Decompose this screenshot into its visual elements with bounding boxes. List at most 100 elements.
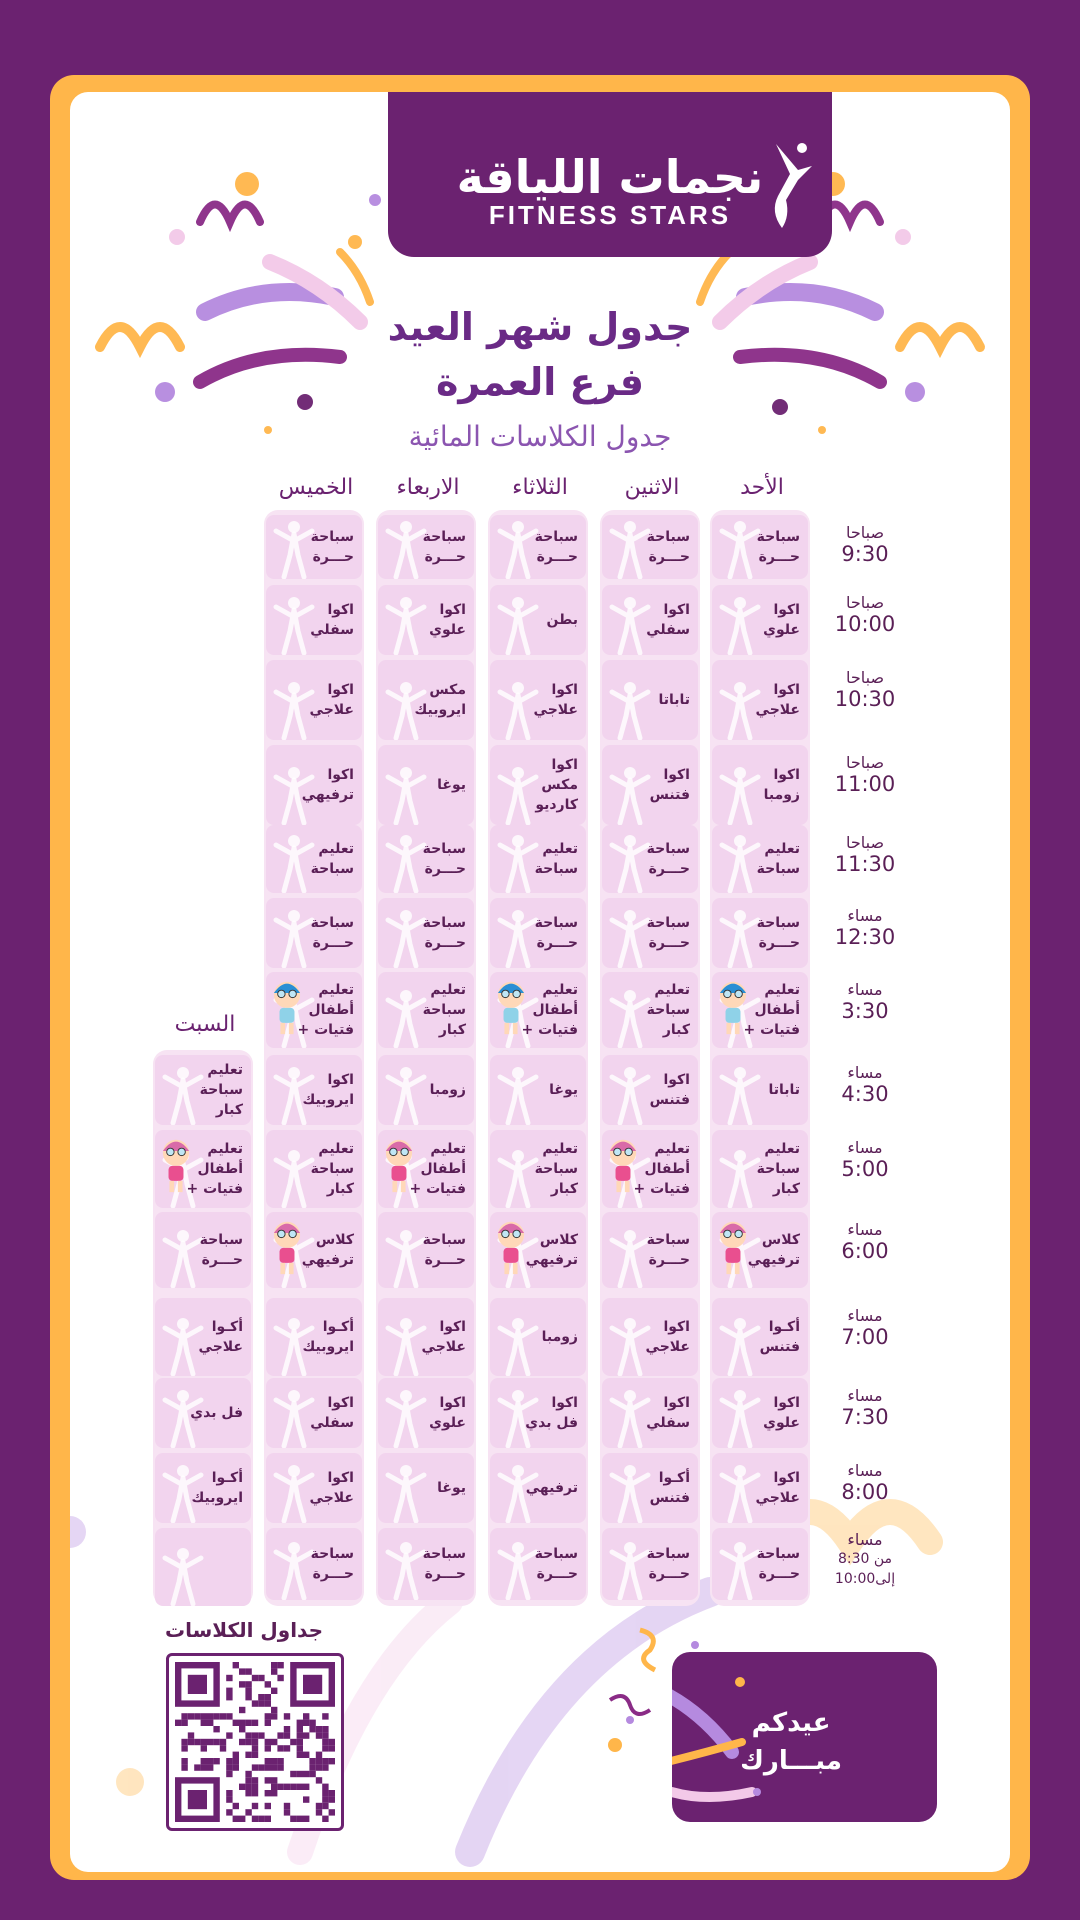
time-value: 8:00 [841,1480,889,1504]
class-cell: اكوا علوي [712,585,808,655]
class-cell: اكوا سفلي [266,1378,362,1448]
kid-swimmer-icon [268,978,306,1040]
exercise-figure-icon [494,1314,542,1376]
time-value: 12:30 [834,925,896,949]
logo-tab: نجمات اللياقة FITNESS STARS [388,92,832,257]
class-cell: تعليم سباحة [266,825,362,893]
class-name: تعليم سباحة كبار [199,1062,243,1118]
exercise-figure-icon [606,986,654,1048]
exercise-figure-icon [606,831,654,893]
class-cell: تعليم أطفال + فتيات [378,1130,474,1208]
time-period: صباحا [845,753,885,772]
class-name: اكوا علاجي [645,1319,690,1355]
class-name: اكوا علاجي [533,682,578,718]
brand-arabic: نجمات اللياقة [456,150,764,204]
exercise-figure-icon [270,678,318,740]
exercise-figure-icon [716,1314,764,1376]
class-cell: تعليم أطفال + فتيات [602,1130,698,1208]
class-name: أكـوا علاجي [198,1319,243,1355]
time-value: 10:30 [834,687,896,711]
class-cell: سباحة حـــرة [266,898,362,968]
time-slot-12: مساء 8:00 [830,1461,900,1504]
class-name: سباحة حـــرة [756,1546,800,1582]
class-cell: يوغا [378,745,474,825]
class-name: أكـوا فتنس [649,1470,690,1506]
page-title: جدول شهر العيد [387,305,693,349]
class-name: زومبا [429,1082,466,1098]
class-cell: مكس ايروبيك [378,660,474,740]
exercise-figure-icon [716,517,764,579]
time-period: صباحا [845,668,885,687]
exercise-figure-icon [270,906,318,968]
class-cell: سباحة حـــرة [602,825,698,893]
qr-code[interactable] [166,1653,344,1831]
class-cell: تعليم سباحة [712,825,808,893]
class-cell: اكوا علوي [378,585,474,655]
class-name: اكوا علاجي [755,682,800,718]
class-cell: بطن [490,585,586,655]
class-name: تعليم سباحة كبار [756,1141,800,1197]
exercise-figure-icon [382,678,430,740]
class-cell: أكـوا علاجي [155,1298,251,1376]
class-cell: تعليم سباحة [490,825,586,893]
streamer-decoration [608,1627,699,1752]
class-name: سباحة حـــرة [310,529,354,565]
class-name: اكوا ترفيهي [301,767,354,803]
exercise-figure-icon [159,1544,207,1606]
class-name: يوغا [549,1082,578,1098]
exercise-figure-icon [270,1386,318,1448]
kid-swimmer-icon [157,1136,195,1198]
class-name: اكوا سفلي [310,1395,354,1431]
class-cell: تعليم أطفال + فتيات [266,972,362,1048]
exercise-figure-icon [716,593,764,655]
exercise-figure-icon [159,1063,207,1125]
class-name: تعليم سباحة [756,841,800,877]
kid-swimmer-icon [492,1218,530,1280]
class-cell: سباحة حـــرة [266,1528,362,1600]
time-slot-7: مساء 4:30 [830,1063,900,1106]
class-cell: اكوا علاجي [378,1298,474,1376]
exercise-figure-icon [382,906,430,968]
time-period: صباحا [845,523,885,542]
exercise-figure-icon [606,1461,654,1523]
class-name: سباحة حـــرة [646,915,690,951]
class-name: يوغا [437,777,466,793]
class-cell: سباحة حـــرة [490,1528,586,1600]
class-cell: تعليم سباحة كبار [712,1130,808,1208]
class-name: تعليم أطفال + فتيات [297,982,354,1038]
class-name: كلاس ترفيهي [747,1232,800,1268]
time-period: صباحا [845,593,885,612]
class-cell: أكـوا فتنس [602,1453,698,1523]
class-name: سباحة حـــرة [646,841,690,877]
class-cell: سباحة حـــرة [602,898,698,968]
exercise-figure-icon [606,1226,654,1288]
qr-label: جداول الكلاسات [165,1618,324,1642]
exercise-figure-icon [716,1146,764,1208]
class-name: سباحة حـــرة [422,1546,466,1582]
time-value: 6:00 [841,1239,889,1263]
qr-code-icon [175,1662,335,1822]
exercise-figure-icon [159,1314,207,1376]
class-name: ترفيهي [525,1480,578,1496]
time-period: مساء [847,1386,883,1405]
time-period: مساء [847,1220,883,1239]
logo-star-figure-icon [774,143,812,228]
class-name: سباحة حـــرة [422,915,466,951]
class-name: سباحة حـــرة [756,915,800,951]
class-cell: تاباتا [602,660,698,740]
time-value: 7:00 [841,1325,889,1349]
day-header-sunday: الأحد [740,475,784,500]
class-name: كلاس ترفيهي [525,1232,578,1268]
class-cell: سباحة حـــرة [602,1528,698,1600]
class-name: اكوا ايروبيك [302,1072,354,1108]
exercise-figure-icon [494,1386,542,1448]
class-cell: سباحة حـــرة [378,1528,474,1600]
class-cell [155,1528,251,1606]
class-name: سباحة حـــرة [646,529,690,565]
class-cell: اكوا سفلي [602,1378,698,1448]
class-cell: يوغا [378,1453,474,1523]
time-slot-5: مساء 12:30 [830,906,900,949]
class-name: سباحة حـــرة [756,529,800,565]
exercise-figure-icon [494,1063,542,1125]
class-name: سباحة حـــرة [422,841,466,877]
